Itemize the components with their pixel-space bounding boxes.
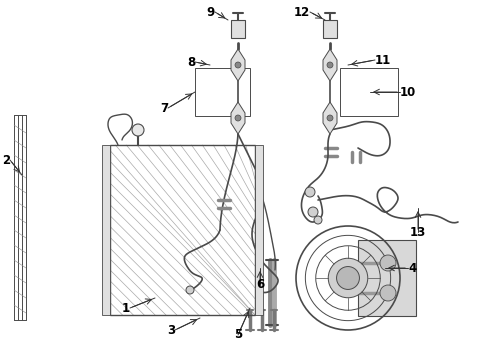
Circle shape	[185, 286, 194, 294]
Text: 7: 7	[160, 102, 168, 114]
Text: 10: 10	[399, 85, 415, 99]
Bar	[339, 68, 397, 116]
Text: 8: 8	[186, 55, 195, 68]
Text: 5: 5	[233, 328, 242, 342]
Text: 6: 6	[255, 279, 264, 292]
Circle shape	[379, 285, 395, 301]
Circle shape	[132, 124, 143, 136]
Bar	[323, 20, 336, 38]
Polygon shape	[357, 240, 415, 316]
Text: 1: 1	[122, 302, 130, 315]
Circle shape	[327, 258, 367, 298]
Circle shape	[379, 255, 395, 271]
Bar	[195, 68, 249, 116]
Circle shape	[313, 216, 321, 224]
Circle shape	[235, 115, 241, 121]
Bar	[110, 145, 254, 315]
Bar	[254, 145, 263, 315]
Bar	[230, 20, 244, 38]
Circle shape	[326, 115, 332, 121]
Text: 13: 13	[409, 225, 425, 238]
Circle shape	[305, 187, 314, 197]
Polygon shape	[323, 102, 336, 134]
Text: 2: 2	[2, 153, 10, 166]
Text: 3: 3	[166, 324, 175, 337]
Circle shape	[326, 62, 332, 68]
Text: 4: 4	[407, 261, 415, 274]
Circle shape	[235, 62, 241, 68]
Text: 11: 11	[374, 54, 390, 67]
Circle shape	[336, 266, 359, 289]
Circle shape	[307, 207, 317, 217]
Text: 9: 9	[206, 5, 215, 18]
Polygon shape	[230, 49, 244, 81]
Bar	[102, 145, 110, 315]
Polygon shape	[323, 49, 336, 81]
Text: 12: 12	[293, 5, 309, 18]
Polygon shape	[230, 102, 244, 134]
